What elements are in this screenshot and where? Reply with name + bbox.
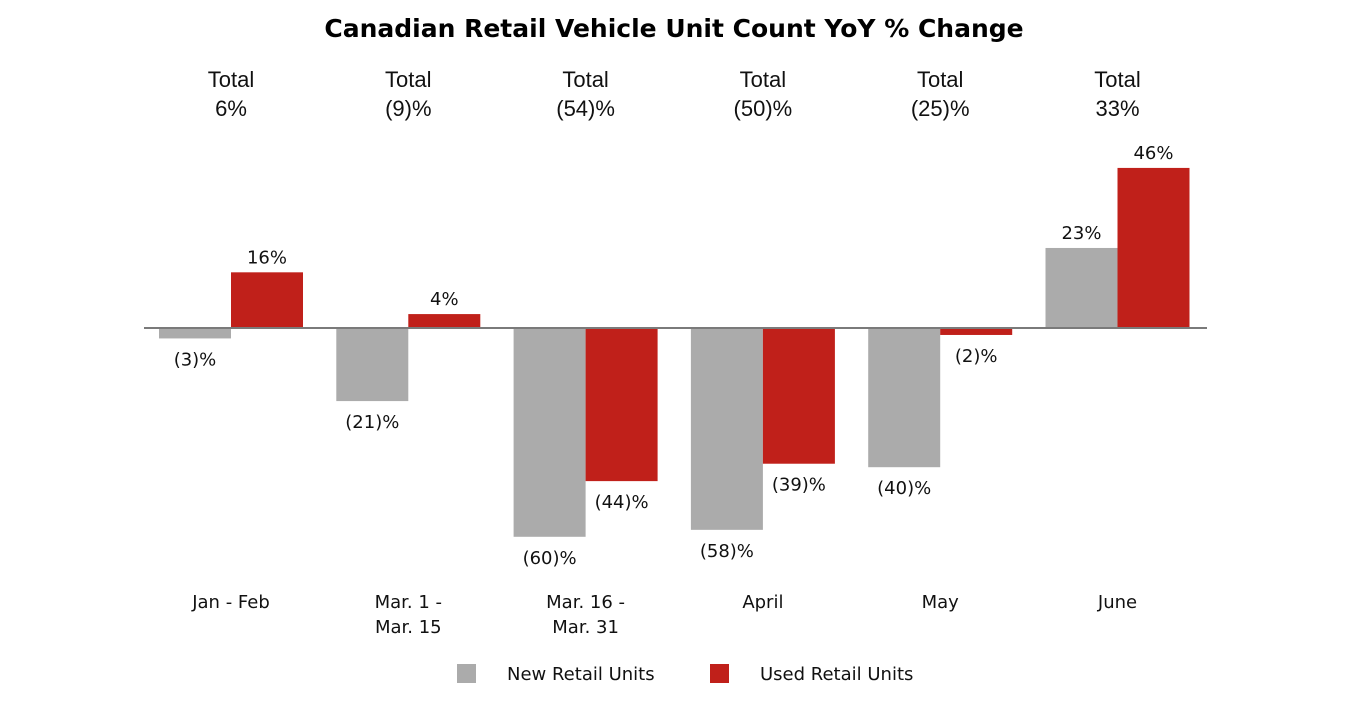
used-units-bar [408,314,481,328]
category-label: June [1097,592,1137,613]
new-units-bar [513,328,586,537]
used-units-bar [585,328,658,482]
total-label: Total [562,67,608,92]
legend-label: New Retail Units [507,664,655,685]
new-units-bar [336,328,409,402]
total-value: 6% [215,96,247,121]
legend: New Retail Units Used Retail Units [457,664,913,685]
total-label: Total [1094,67,1140,92]
data-label: (21)% [345,412,399,433]
new-units-bar [1045,247,1118,328]
new-units-bar [690,328,763,530]
data-label: (40)% [877,478,931,499]
total-value: (9)% [385,96,431,121]
total-value: (54)% [556,96,615,121]
data-label: 23% [1061,223,1101,244]
data-label: (44)% [595,492,649,513]
data-label: (3)% [174,349,217,370]
data-label: (58)% [700,541,754,562]
total-value: (50)% [734,96,793,121]
new-units-bar [159,328,231,339]
category-label: Mar. 15 [375,617,442,638]
data-label: 4% [430,289,459,310]
used-units-bar [231,272,303,328]
data-label: 46% [1133,143,1173,164]
category-label: Jan - Feb [191,592,270,613]
used-units-bar [1117,167,1190,328]
category-label: Mar. 1 - [375,592,442,613]
total-label: Total [385,67,431,92]
data-label: (39)% [772,475,826,496]
data-label: 16% [247,247,287,268]
legend-swatch [457,664,476,683]
category-label: May [922,592,960,613]
data-label: (2)% [955,346,998,367]
new-units-bar [868,328,941,468]
used-units-bar [940,328,1013,335]
total-label: Total [740,67,786,92]
category-labels: Jan - Feb Mar. 1 - Mar. 15 Mar. 16 - Mar. 31… [191,592,1137,638]
category-label: April [742,592,783,613]
used-units-bar [762,328,835,464]
legend-label: Used Retail Units [760,664,913,685]
data-label: (60)% [523,548,577,569]
chart-title: Canadian Retail Vehicle Unit Count YoY %… [324,14,1023,43]
bars [159,167,1190,537]
data-labels: (3)% 16% (21)% 4% (60)% (44)% (58)% (39)% (40)% (… [174,143,1174,569]
legend-swatch [710,664,729,683]
category-label: Mar. 31 [552,617,619,638]
total-value: 33% [1095,96,1139,121]
category-label: Mar. 16 - [546,592,625,613]
total-label: Total [917,67,963,92]
totals-row: Total 6% Total (9)% Total (54)% Total (50)% Tota… [208,67,1141,121]
total-value: (25)% [911,96,970,121]
total-label: Total [208,67,254,92]
